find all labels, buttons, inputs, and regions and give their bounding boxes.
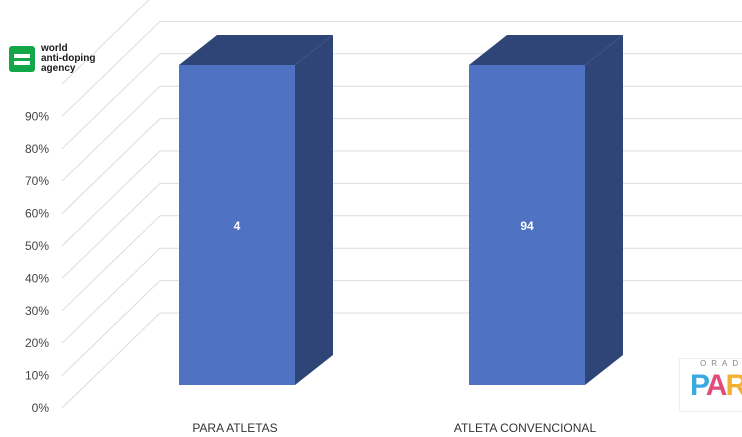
corner-logo-mark: PAR xyxy=(690,369,742,403)
y-tick-label: 80% xyxy=(25,142,49,156)
y-tick-label: 50% xyxy=(25,239,49,253)
bar-data-label: 4 xyxy=(234,219,241,233)
grid-diagonal xyxy=(61,21,161,117)
grid-diagonal xyxy=(61,312,161,409)
y-tick-label: 70% xyxy=(25,174,49,188)
grid-diagonal xyxy=(61,53,161,150)
corner-logo-letter: P xyxy=(690,369,708,402)
x-category-label: ATLETA CONVENCIONAL xyxy=(454,421,597,435)
y-tick-label: 30% xyxy=(25,304,49,318)
grid-diagonal xyxy=(61,150,161,247)
wada-logo-line-3: agency xyxy=(41,63,76,74)
corner-logo: ORAD PAR xyxy=(679,358,742,412)
corner-logo-caption: ORAD xyxy=(700,359,742,368)
y-tick-label: 10% xyxy=(25,369,49,383)
y-tick-label: 40% xyxy=(25,271,49,285)
y-tick-label: 90% xyxy=(25,109,49,123)
x-category-label: PARA ATLETAS xyxy=(192,421,277,435)
wada-logo: world anti-doping agency xyxy=(9,44,95,74)
bar-front-face xyxy=(179,65,295,385)
bar-top-face xyxy=(469,35,623,65)
grid-diagonal xyxy=(61,183,161,279)
corner-logo-letter: A xyxy=(705,369,728,402)
bar-data-label: 94 xyxy=(520,219,534,233)
y-tick-label: 60% xyxy=(25,207,49,221)
bar-top-face xyxy=(179,35,333,65)
wada-logo-line-1: world xyxy=(41,43,68,54)
bar-front-face xyxy=(469,65,585,385)
grid-diagonal xyxy=(61,215,161,312)
wada-logo-icon xyxy=(9,46,35,72)
bar-side-face xyxy=(585,35,623,385)
y-tick-label: 0% xyxy=(32,401,50,415)
y-tick-label: 20% xyxy=(25,336,49,350)
grid-diagonal xyxy=(61,0,150,85)
corner-logo-letter: R xyxy=(725,369,742,402)
wada-logo-text: world anti-doping agency xyxy=(41,44,95,74)
bar-side-face xyxy=(295,35,333,385)
grid-diagonal xyxy=(61,118,161,214)
grid-diagonal xyxy=(61,280,161,376)
wada-logo-line-2: anti-doping xyxy=(41,53,96,64)
grid-diagonal xyxy=(61,85,161,182)
grid-diagonal xyxy=(61,247,161,344)
